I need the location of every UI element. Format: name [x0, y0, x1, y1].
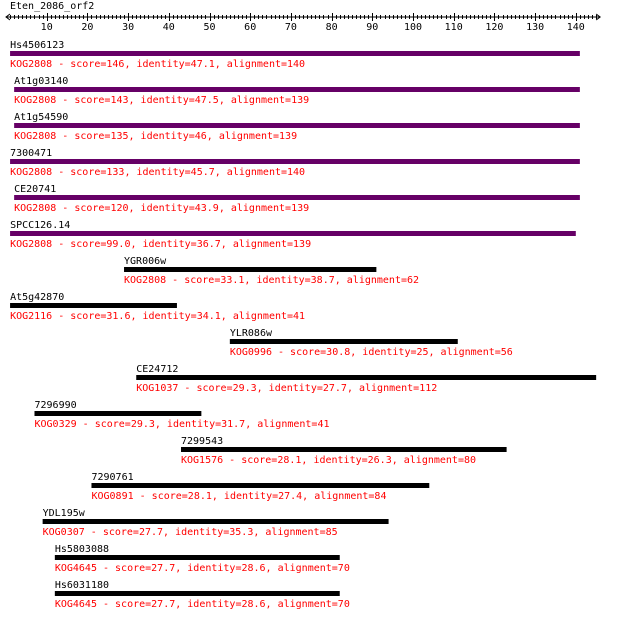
hit-bar [10, 231, 576, 236]
hit-bar [14, 195, 580, 200]
hit-detail: KOG2808 - score=135, identity=46, alignm… [14, 131, 297, 142]
hit-row: YDL195w KOG0307 - score=27.7, identity=35… [42, 508, 389, 538]
hit-detail: KOG1037 - score=29.3, identity=27.7, ali… [136, 383, 437, 394]
hit-name: CE24712 [136, 364, 178, 375]
ruler-tick-label: 70 [285, 22, 297, 33]
hit-bar [34, 411, 202, 416]
hit-bar [10, 159, 580, 164]
ruler-tick-label: 40 [163, 22, 175, 33]
hit-detail: KOG2116 - score=31.6, identity=34.1, ali… [10, 311, 305, 322]
ruler-tick-label: 120 [485, 22, 503, 33]
hit-row: SPCC126.14 KOG2808 - score=99.0, identity… [10, 220, 576, 250]
hit-row: 7299543 KOG1576 - score=28.1, identity=26… [181, 436, 507, 466]
hit-row: 7290761 KOG0891 - score=28.1, identity=27… [91, 472, 430, 502]
hit-row: YGR006w KOG2808 - score=33.1, identity=38… [124, 256, 419, 286]
hit-row: YLR086w KOG0996 - score=30.8, identity=25… [229, 328, 513, 358]
ruler-tick-label: 90 [366, 22, 378, 33]
hit-bar [10, 303, 177, 308]
hit-name: At1g54590 [14, 112, 68, 123]
hit-list: Hs4506123 KOG2808 - score=146, identity=4… [10, 40, 597, 610]
hit-bar [10, 51, 580, 56]
hit-name: YGR006w [124, 256, 167, 267]
hit-bar [14, 123, 580, 128]
hit-detail: KOG4645 - score=27.7, identity=28.6, ali… [55, 563, 350, 574]
hit-detail: KOG2808 - score=146, identity=47.1, alig… [10, 59, 305, 70]
hit-detail: KOG2808 - score=33.1, identity=38.7, ali… [124, 275, 419, 286]
hit-row: CE20741 KOG2808 - score=120, identity=43.… [14, 184, 580, 214]
hit-detail: KOG0329 - score=29.3, identity=31.7, ali… [34, 419, 329, 430]
hit-bar [229, 339, 458, 344]
hit-bar [54, 591, 340, 596]
hit-bar [181, 447, 507, 452]
hit-name: 7296990 [34, 400, 76, 411]
hit-row: Hs6031180 KOG4645 - score=27.7, identity=… [54, 580, 350, 610]
hit-detail: KOG2808 - score=143, identity=47.5, alig… [14, 95, 309, 106]
hit-name: Hs5803088 [55, 544, 109, 555]
hit-row: At1g54590 KOG2808 - score=135, identity=4… [14, 112, 580, 142]
hit-name: Hs6031180 [55, 580, 109, 591]
hit-row: At5g42870 KOG2116 - score=31.6, identity=… [10, 292, 305, 322]
ruler-tick-label: 10 [41, 22, 53, 33]
hit-detail: KOG4645 - score=27.7, identity=28.6, ali… [55, 599, 350, 610]
hit-row: Hs5803088 KOG4645 - score=27.7, identity=… [54, 544, 350, 574]
hit-name: 7300471 [10, 148, 52, 159]
hit-name: YDL195w [43, 508, 86, 519]
hit-name: At1g03140 [14, 76, 68, 87]
hit-detail: KOG2808 - score=120, identity=43.9, alig… [14, 203, 309, 214]
hit-bar [42, 519, 389, 524]
hit-name: YLR086w [230, 328, 273, 339]
ruler-tick-label: 60 [244, 22, 256, 33]
hit-detail: KOG0996 - score=30.8, identity=25, align… [230, 347, 513, 358]
hit-detail: KOG0307 - score=27.7, identity=35.3, ali… [43, 527, 338, 538]
hit-detail: KOG0891 - score=28.1, identity=27.4, ali… [91, 491, 386, 502]
ruler-tick-label: 80 [326, 22, 338, 33]
hit-row: CE24712 KOG1037 - score=29.3, identity=27… [136, 364, 597, 394]
hit-row: Hs4506123 KOG2808 - score=146, identity=4… [10, 40, 580, 70]
hit-bar [14, 87, 580, 92]
ruler-left-arrow [5, 13, 11, 21]
hit-name: 7299543 [181, 436, 223, 447]
hit-name: CE20741 [14, 184, 56, 195]
hit-row: At1g03140 KOG2808 - score=143, identity=4… [14, 76, 580, 106]
ruler-tick-label: 30 [122, 22, 134, 33]
hit-row: 7296990 KOG0329 - score=29.3, identity=31… [34, 400, 330, 430]
ruler-tick-label: 140 [567, 22, 585, 33]
hit-detail: KOG2808 - score=99.0, identity=36.7, ali… [10, 239, 311, 250]
ruler-tick-label: 20 [81, 22, 93, 33]
ruler-right-arrow [595, 13, 601, 21]
ruler-tick-label: 130 [526, 22, 544, 33]
ruler-tick-label: 50 [203, 22, 215, 33]
hit-bar [91, 483, 430, 488]
ruler-tick-label: 100 [404, 22, 422, 33]
hit-detail: KOG1576 - score=28.1, identity=26.3, ali… [181, 455, 476, 466]
query-title: Eten_2086_orf2 [10, 1, 94, 12]
hit-bar [136, 375, 597, 380]
ruler-tick-label: 110 [445, 22, 463, 33]
hit-bar [124, 267, 377, 272]
hit-name: Hs4506123 [10, 40, 64, 51]
hit-row: 7300471 KOG2808 - score=133, identity=45.… [10, 148, 580, 178]
hit-detail: KOG2808 - score=133, identity=45.7, alig… [10, 167, 305, 178]
hit-bar [54, 555, 340, 560]
position-ruler: 10 20 30 40 50 60 70 80 90 100 110 120 130 140 [5, 13, 601, 33]
hit-name: At5g42870 [10, 292, 64, 303]
hit-name: 7290761 [91, 472, 133, 483]
hit-name: SPCC126.14 [10, 220, 70, 231]
